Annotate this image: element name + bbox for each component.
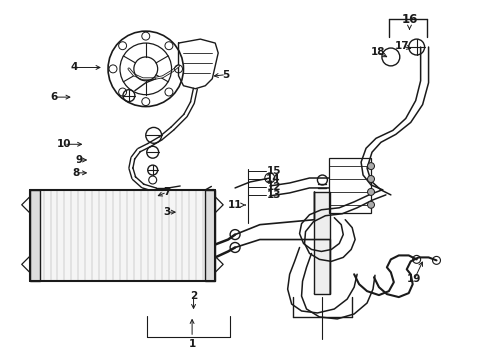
Text: 5: 5	[222, 69, 229, 80]
Text: 7: 7	[163, 187, 170, 197]
Text: 4: 4	[70, 63, 77, 72]
Text: 18: 18	[370, 47, 385, 57]
Bar	[328, 158, 370, 213]
Text: 12: 12	[266, 182, 280, 192]
Bar	[30, 190, 40, 281]
Bar	[205, 190, 215, 281]
Text: 10: 10	[57, 139, 71, 149]
Text: 17: 17	[394, 41, 408, 51]
Text: 14: 14	[266, 174, 280, 184]
Circle shape	[367, 176, 374, 183]
Text: 1: 1	[188, 339, 195, 348]
Text: 19: 19	[407, 274, 421, 284]
Bar	[30, 190, 215, 281]
Circle shape	[367, 201, 374, 208]
Text: 2: 2	[189, 292, 197, 301]
Text: 8: 8	[72, 168, 79, 178]
Text: 13: 13	[266, 190, 280, 200]
Circle shape	[367, 188, 374, 195]
Bar	[314, 192, 330, 294]
Text: 11: 11	[227, 200, 242, 210]
Text: 3: 3	[163, 207, 170, 217]
Text: 16: 16	[401, 13, 417, 27]
Circle shape	[367, 163, 374, 170]
Text: 6: 6	[51, 92, 58, 102]
Text: 9: 9	[76, 155, 83, 165]
Text: 15: 15	[266, 166, 280, 176]
